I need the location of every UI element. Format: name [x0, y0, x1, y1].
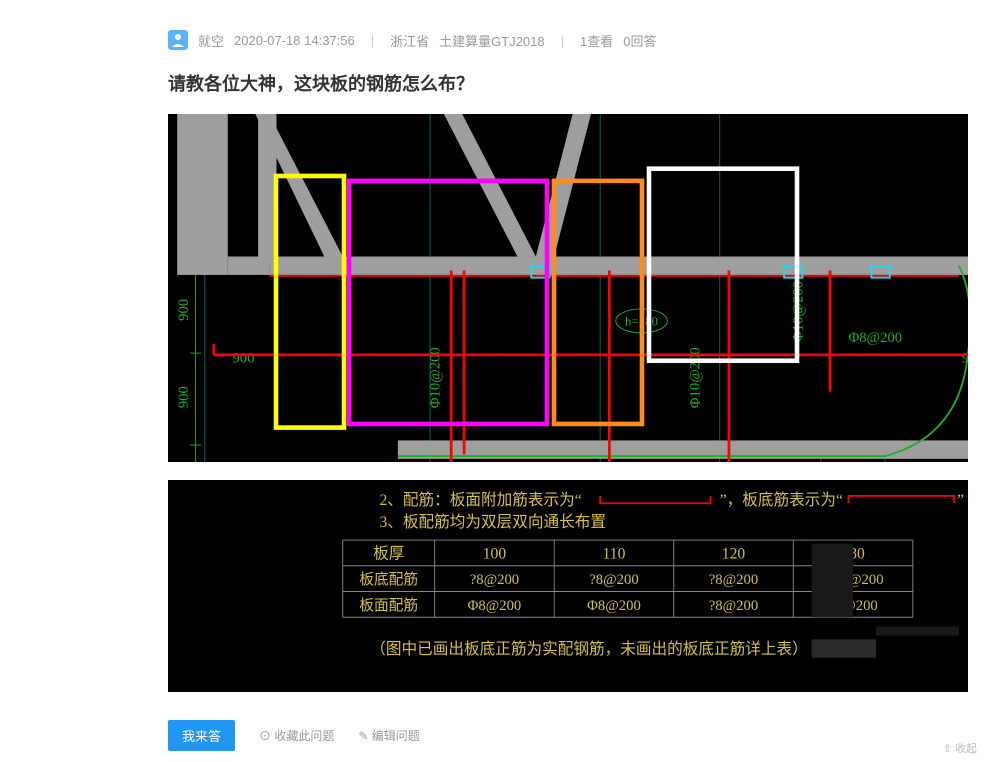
svg-text:板面配筋: 板面配筋 — [359, 596, 418, 614]
svg-text:”: ” — [957, 492, 964, 509]
dim-900: 900 — [176, 386, 192, 408]
svg-text:100: 100 — [483, 545, 507, 562]
svg-text:?8@200: ?8@200 — [470, 572, 519, 588]
answer-button[interactable]: 我来答 — [168, 720, 235, 751]
svg-text:”，板底筋表示为“: ”，板底筋表示为“ — [720, 491, 843, 509]
post-category[interactable]: 土建算量GTJ2018 — [439, 31, 544, 50]
views-count: 1查看 — [580, 31, 613, 50]
avatar-icon — [168, 30, 188, 50]
svg-text:Φ8@200: Φ8@200 — [587, 598, 641, 614]
svg-text:120: 120 — [722, 545, 746, 562]
svg-text:110: 110 — [603, 545, 626, 562]
collapse-hint[interactable]: ⇪ 收起 — [943, 740, 977, 756]
label-phi10-200: Φ10@200 — [687, 347, 703, 408]
svg-text:板底配筋: 板底配筋 — [359, 570, 418, 588]
dim-900: 900 — [176, 299, 192, 321]
svg-text:（图中已画出板底正筋为实配钢筋，未画出的板底正筋详上表）: （图中已画出板底正筋为实配钢筋，未画出的板底正筋详上表） — [370, 640, 808, 658]
post-title: 请教各位大神，这块板的钢筋怎么布？ — [168, 70, 968, 96]
attached-image-1[interactable]: 900 900 900 900 900 Φ10@200 Φ10@200 Φ10@… — [168, 114, 968, 720]
action-link[interactable]: ✎ 编辑问题 — [358, 727, 419, 744]
separator: | — [555, 33, 570, 48]
answers-count: 0回答 — [623, 31, 656, 50]
svg-text:?8@200: ?8@200 — [709, 572, 758, 588]
post-actions: 我来答 ⊙ 收藏此问题 ✎ 编辑问题 — [168, 720, 968, 751]
username[interactable]: 就空 — [198, 31, 224, 50]
svg-text:2、配筋：板面附加筋表示为“: 2、配筋：板面附加筋表示为“ — [379, 491, 581, 509]
action-link[interactable]: ⊙ 收藏此问题 — [259, 727, 334, 744]
post-timestamp: 2020-07-18 14:37:56 — [234, 33, 355, 48]
post-location[interactable]: 浙江省 — [390, 31, 429, 50]
attached-image-2[interactable]: 2、配筋：板面附加筋表示为“ ”，板底筋表示为“ ” 3、板配筋均为双层双向通长布置板… — [168, 480, 968, 692]
svg-text:Φ8@200: Φ8@200 — [468, 598, 522, 614]
dim-900: 900 — [232, 350, 254, 366]
label-phi10-200: Φ10@200 — [427, 347, 443, 408]
dim-900: 900 — [962, 350, 968, 366]
label-phi8-200: Φ8@200 — [848, 330, 902, 346]
svg-text:?8@200: ?8@200 — [589, 572, 638, 588]
svg-text:?8@200: ?8@200 — [709, 598, 758, 614]
post-meta: 就空 2020-07-18 14:37:56 | 浙江省 土建算量GTJ2018… — [168, 0, 968, 58]
svg-text:板厚: 板厚 — [373, 544, 404, 562]
svg-text:3、板配筋均为双层双向通长布置: 3、板配筋均为双层双向通长布置 — [379, 513, 606, 531]
separator: | — [365, 33, 380, 48]
